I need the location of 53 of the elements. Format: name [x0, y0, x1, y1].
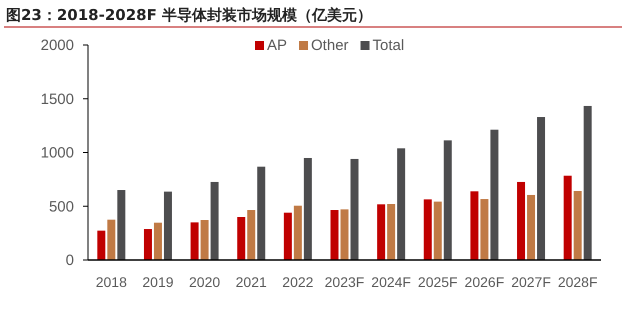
legend-label: Total	[372, 37, 404, 54]
y-tick-label: 0	[66, 252, 74, 269]
bar	[444, 140, 452, 260]
bar	[424, 199, 432, 260]
bar	[584, 106, 592, 260]
bar	[350, 158, 358, 260]
bar	[517, 182, 526, 260]
x-tick-label: 2025F	[418, 274, 458, 290]
bar	[284, 212, 292, 260]
x-tick-label: 2028F	[558, 274, 598, 290]
bar	[527, 194, 536, 260]
legend-label: Other	[311, 37, 349, 54]
bar	[154, 222, 162, 260]
bar	[564, 176, 572, 260]
bar	[200, 220, 209, 260]
bar	[537, 117, 546, 260]
bar	[117, 190, 126, 260]
x-tick-label: 2020	[189, 274, 220, 290]
bar	[190, 222, 199, 260]
x-tick-label: 2019	[142, 274, 174, 290]
bar	[340, 209, 348, 260]
y-tick-label: 2000	[40, 37, 74, 54]
bar	[434, 202, 442, 260]
bar	[237, 217, 246, 260]
bar	[97, 230, 106, 260]
legend-label: AP	[267, 37, 288, 54]
y-tick-label: 500	[48, 198, 74, 216]
bar	[164, 192, 172, 260]
x-tick-label: 2027F	[511, 274, 551, 290]
bar	[304, 158, 312, 260]
y-tick-label: 1000	[40, 144, 74, 162]
bar	[107, 220, 116, 260]
chart-title: 图23：2018-2028F 半导体封装市场规模（亿美元）	[6, 6, 372, 24]
bar	[490, 130, 498, 260]
bar	[377, 204, 386, 260]
x-tick-label: 2022	[282, 274, 314, 290]
bar	[210, 182, 219, 260]
y-tick-label: 1500	[40, 90, 74, 108]
bar	[144, 229, 152, 260]
x-tick-label: 2026F	[464, 274, 504, 290]
x-tick-label: 2023F	[324, 274, 364, 290]
x-tick-label: 2021	[236, 274, 268, 290]
bar	[247, 210, 256, 260]
x-tick-label: 2018	[96, 274, 128, 290]
bar	[397, 148, 406, 260]
bar	[294, 206, 302, 260]
bar	[574, 190, 582, 260]
x-tick-label: 2024F	[371, 274, 411, 290]
bar	[480, 199, 488, 260]
bar	[387, 204, 396, 260]
bar	[257, 166, 266, 260]
bar	[330, 210, 338, 260]
bar	[470, 191, 478, 260]
